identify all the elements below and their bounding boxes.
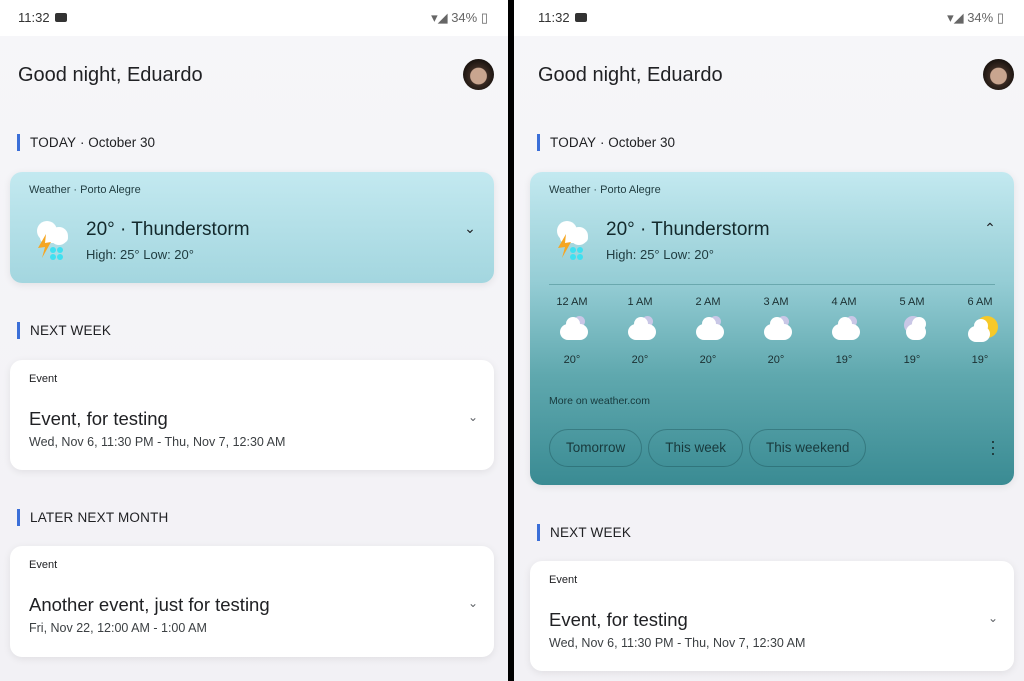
event-title: Event, for testing (29, 408, 168, 429)
hour-temp: 19° (971, 354, 989, 366)
hour-temp: 20° (767, 354, 785, 366)
hour-temp: 19° (903, 354, 921, 366)
event-time: Wed, Nov 6, 11:30 PM - Thu, Nov 7, 12:30… (549, 636, 806, 650)
event-title: Event, for testing (549, 609, 688, 630)
hour-time: 12 AM (556, 296, 588, 308)
clock: 11:32 (18, 10, 50, 25)
cloud-moon-icon (674, 314, 742, 354)
hour-temp: 20° (699, 354, 717, 366)
event-card[interactable]: Event Event, for testing Wed, Nov 6, 11:… (530, 561, 1014, 671)
hour-item: 6 AM 19° (946, 296, 1014, 366)
weather-source: Weather · Porto Alegre (549, 184, 661, 196)
chevron-down-icon[interactable]: ⌄ (987, 611, 998, 625)
hour-time: 3 AM (763, 296, 789, 308)
event-time: Wed, Nov 6, 11:30 PM - Thu, Nov 7, 12:30… (29, 435, 286, 449)
battery-level: 34% (451, 10, 478, 25)
current-conditions: 20° · Thunderstorm (606, 219, 770, 240)
cloud-moon-icon (538, 314, 606, 354)
high-low: High: 25° Low: 20° (86, 247, 194, 262)
hour-temp: 20° (631, 354, 649, 366)
cloud-moon-icon (810, 314, 878, 354)
more-options-icon[interactable]: · · · (990, 431, 996, 463)
avatar[interactable] (983, 59, 1014, 90)
clock: 11:32 (538, 10, 570, 25)
hour-item: 1 AM 20° (606, 296, 674, 366)
hour-time: 2 AM (695, 296, 721, 308)
cloud-moon-icon (606, 314, 674, 354)
chip-this-week[interactable]: This week (648, 429, 744, 467)
youtube-notification-icon (575, 13, 587, 22)
cloud-moon-icon (742, 314, 810, 354)
chevron-up-icon[interactable]: ⌃ (984, 220, 996, 236)
hour-item: 2 AM 20° (674, 296, 742, 366)
thunderstorm-icon (557, 221, 588, 260)
hour-temp: 20° (563, 354, 581, 366)
event-type: Event (549, 574, 578, 586)
thunderstorm-icon (37, 221, 68, 260)
hour-item: 5 AM 19° (878, 296, 946, 366)
sun-cloud-icon (946, 314, 1014, 354)
status-icons: ▾◢ 34% ▯ (431, 10, 488, 25)
divider (549, 284, 995, 285)
current-conditions: 20° · Thunderstorm (86, 219, 250, 240)
chevron-down-icon[interactable]: ⌄ (467, 410, 478, 424)
event-card[interactable]: Event Another event, just for testing Fr… (10, 546, 494, 657)
hour-temp: 19° (835, 354, 853, 366)
screen-collapsed: 11:32 ▾◢ 34% ▯ Good night, Eduardo TODAY… (0, 0, 508, 681)
event-type: Event (29, 559, 58, 571)
hour-item: 12 AM 20° (538, 296, 606, 366)
section-today: TODAY · October 30 (537, 134, 675, 151)
hour-item: 3 AM 20° (742, 296, 810, 366)
battery-level: 34% (967, 10, 994, 25)
event-time: Fri, Nov 22, 12:00 AM - 1:00 AM (29, 621, 207, 635)
chip-this-weekend[interactable]: This weekend (749, 429, 867, 467)
moon-cloud-icon (878, 314, 946, 354)
hour-time: 4 AM (831, 296, 857, 308)
youtube-notification-icon (55, 13, 67, 22)
event-title: Another event, just for testing (29, 594, 270, 615)
hour-time: 1 AM (627, 296, 653, 308)
high-low: High: 25° Low: 20° (606, 247, 714, 262)
watermark: TURKDEVS (860, 647, 993, 671)
event-card[interactable]: Event Event, for testing Wed, Nov 6, 11:… (10, 360, 494, 470)
greeting: Good night, Eduardo (18, 64, 203, 86)
event-type: Event (29, 373, 58, 385)
weather-source: Weather · Porto Alegre (29, 184, 141, 196)
section-next-week: NEXT WEEK (17, 322, 111, 339)
section-next-week: NEXT WEEK (537, 524, 631, 541)
status-bar: 11:32 ▾◢ 34% ▯ (514, 0, 1024, 36)
more-on-weather-link[interactable]: More on weather.com (549, 395, 650, 407)
section-today: TODAY · October 30 (17, 134, 155, 151)
hour-item: 4 AM 19° (810, 296, 878, 366)
status-icons: ▾◢ 34% ▯ (947, 10, 1004, 25)
weather-card[interactable]: Weather · Porto Alegre 20° · Thunderstor… (10, 172, 494, 283)
screen-expanded: 11:32 ▾◢ 34% ▯ Good night, Eduardo TODAY… (514, 0, 1024, 681)
status-bar: 11:32 ▾◢ 34% ▯ (0, 0, 508, 36)
chip-tomorrow[interactable]: Tomorrow (549, 429, 643, 467)
avatar[interactable] (463, 59, 494, 90)
hour-time: 6 AM (967, 296, 993, 308)
hourly-forecast: 12 AM 20° 1 AM 20° 2 AM 20° 3 AM 20° 4 AM 19°… (538, 296, 1014, 366)
chevron-down-icon[interactable]: ⌄ (464, 220, 476, 236)
forecast-chips: Tomorrow This week This weekend (549, 429, 867, 467)
hour-time: 5 AM (899, 296, 925, 308)
section-later-next-month: LATER NEXT MONTH (17, 509, 168, 526)
chevron-down-icon[interactable]: ⌄ (467, 596, 478, 610)
weather-card-expanded[interactable]: Weather · Porto Alegre 20° · Thunderstor… (530, 172, 1014, 485)
greeting: Good night, Eduardo (538, 64, 723, 86)
